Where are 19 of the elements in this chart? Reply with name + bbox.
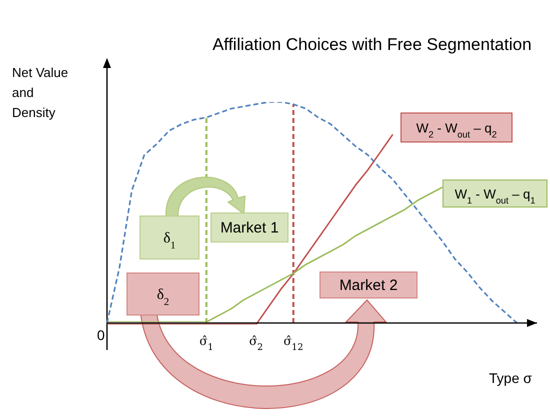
annotation: δ$_{1}$	[163, 230, 176, 251]
series-label: W$_{1}$ - W$_{out}$ – q$_{1}$	[454, 186, 536, 206]
chart-title: Affiliation Choices with Free Segmentation	[212, 35, 532, 54]
text: 0	[97, 327, 105, 343]
y-axis-title: Net Value and Density	[12, 65, 68, 120]
text-box: W$_{2}$ - W$_{out}$ – q$_{2}$	[400, 112, 512, 142]
text-box: δ$_{2}$	[126, 272, 200, 316]
x-tick-label: σ̂$_{2}$	[249, 334, 264, 353]
text-box: Market 2	[320, 272, 418, 298]
text-box: Market 1	[210, 212, 288, 242]
annotation: Market 1	[220, 220, 279, 236]
series-label: W$_{2}$ - W$_{out}$ – q$_{2}$	[416, 120, 497, 140]
x-tick-label: σ̂$_{1}$	[199, 334, 214, 353]
annotation: δ$_{2}$	[156, 287, 170, 308]
text-box: W$_{1}$ - W$_{out}$ – q$_{1}$	[442, 180, 548, 208]
x-axis-title: Type σ	[489, 370, 532, 386]
x-tick-label: σ̂$_{12}$	[283, 334, 304, 353]
text-box: δ$_{1}$	[140, 216, 200, 260]
annotation: Market 2	[339, 277, 398, 294]
